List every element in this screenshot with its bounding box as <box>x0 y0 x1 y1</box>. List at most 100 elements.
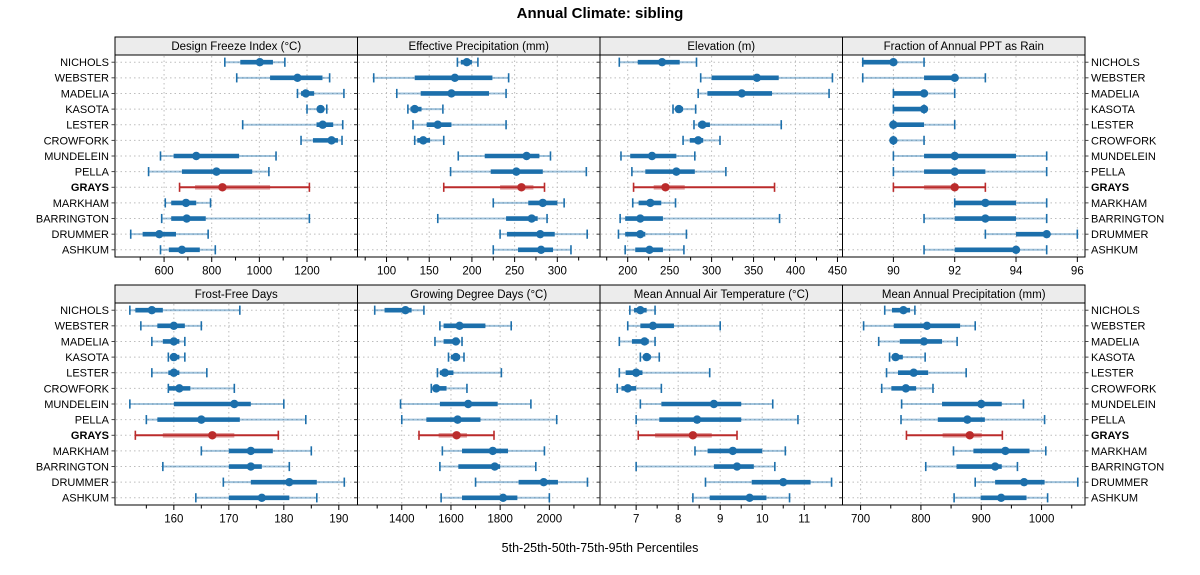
median-dot <box>230 399 239 409</box>
x-axis-fraction-of-annual-ppt-as-rain: 90 92 94 96 <box>887 257 1084 278</box>
x-tick-label: 200 <box>462 266 481 278</box>
percentile-row-kasota <box>447 352 465 362</box>
site-labels-band-0: NICHOLS NICHOLS WEBSTER WEBSTER MADELIA MADEL… <box>36 57 1164 257</box>
strip-title: Design Freeze Index (°C) <box>171 41 301 53</box>
x-tick-label: 150 <box>420 266 439 278</box>
site-label-left-webster: WEBSTER <box>55 73 109 85</box>
site-label-left-kasota: KASOTA <box>65 104 109 116</box>
median-dot <box>889 58 898 67</box>
percentile-row-drummer <box>474 477 589 487</box>
median-dot <box>169 337 179 346</box>
percentile-row-nichols <box>618 57 698 67</box>
site-label-left-barrington: BARRINGTON <box>36 461 109 473</box>
x-tick-label: 900 <box>972 514 991 526</box>
median-dot <box>1011 245 1021 254</box>
median-dot <box>318 120 327 129</box>
median-dot <box>433 120 442 129</box>
median-dot <box>657 58 667 67</box>
median-dot <box>182 214 191 223</box>
percentile-row-mundelein <box>639 399 774 409</box>
percentile-row-markham <box>953 198 1048 208</box>
median-dot <box>965 431 974 440</box>
x-tick-label: 400 <box>786 266 805 278</box>
percentile-row-lester <box>885 368 967 378</box>
median-dot <box>451 352 461 362</box>
percentile-row-markham <box>200 446 313 456</box>
median-dot <box>169 352 179 362</box>
percentile-row-markham <box>164 198 212 208</box>
x-tick-label: 250 <box>660 266 679 278</box>
site-label-right-lester: LESTER <box>1091 368 1134 380</box>
panel-design-freeze-index-c: 600 800 1000 1200 Design Freeze Index (°C) <box>111 36 361 278</box>
percentile-row-ashkum <box>492 245 572 255</box>
median-dot <box>452 431 461 440</box>
percentile-row-madelia <box>618 336 656 347</box>
percentile-row-kasota <box>672 104 697 114</box>
percentile-row-pella <box>400 415 558 425</box>
median-dot <box>522 151 531 161</box>
row-ticks <box>839 61 1089 251</box>
median-dot <box>642 352 651 362</box>
percentile-row-crowfork <box>430 383 468 393</box>
median-dot <box>728 446 738 456</box>
percentile-row-nichols <box>883 305 916 315</box>
percentile-row-grays <box>442 182 546 192</box>
site-label-right-webster: WEBSTER <box>1091 321 1145 333</box>
median-dot <box>901 384 911 393</box>
median-dot <box>950 183 959 192</box>
chart-title: Annual Climate: sibling <box>516 5 684 22</box>
site-label-right-kasota: KASOTA <box>1091 104 1135 116</box>
percentile-row-barrington <box>160 213 311 224</box>
percentile-row-lester <box>618 368 711 378</box>
median-dot <box>631 368 641 377</box>
site-label-left-markham: MARKHAM <box>53 446 109 458</box>
median-dot <box>752 73 762 83</box>
x-tick-label: 450 <box>828 266 847 278</box>
panel-effective-precipitation-mm: 100 150 200 250 300 Effective Precipitation (… <box>354 36 604 278</box>
percentile-row-crowfork <box>880 383 934 393</box>
median-dot <box>488 446 497 456</box>
median-dot <box>498 493 508 502</box>
site-label-right-grays: GRAYS <box>1091 182 1129 194</box>
percentile-row-madelia <box>296 88 345 99</box>
percentile-row-lester <box>693 120 783 130</box>
percentile-row-ashkum <box>923 245 1048 255</box>
site-label-right-mundelein: MUNDELEIN <box>1091 151 1156 163</box>
percentile-row-webster <box>862 321 977 331</box>
median-dot <box>648 321 658 331</box>
x-tick-label: 170 <box>219 514 238 526</box>
median-dot <box>208 431 217 440</box>
x-tick-label: 7 <box>633 514 639 526</box>
median-dot <box>636 306 645 315</box>
percentile-row-lester <box>436 368 503 378</box>
median-dot <box>536 245 546 254</box>
percentile-row-mundelein <box>399 399 532 409</box>
site-label-right-kasota: KASOTA <box>1091 352 1135 364</box>
percentile-row-nichols <box>629 305 656 315</box>
median-dot <box>1019 477 1029 487</box>
percentile-row-crowfork <box>413 135 445 145</box>
percentile-row-webster <box>439 321 513 331</box>
site-label-left-madelia: MADELIA <box>61 336 110 348</box>
median-dot <box>950 167 959 176</box>
site-label-right-pella: PELLA <box>1091 415 1126 427</box>
median-dot <box>539 477 548 487</box>
site-label-left-drummer: DRUMMER <box>52 477 109 489</box>
percentile-row-barrington <box>436 213 548 224</box>
site-label-right-webster: WEBSTER <box>1091 73 1145 85</box>
median-dot <box>950 73 959 83</box>
median-dot <box>889 120 898 129</box>
site-label-left-crowfork: CROWFORK <box>44 135 110 147</box>
site-label-left-drummer: DRUMMER <box>52 229 109 241</box>
site-label-left-markham: MARKHAM <box>53 198 109 210</box>
x-axis-mean-annual-air-temperature-c: 7 8 9 10 11 <box>614 505 826 526</box>
percentile-row-madelia <box>395 88 507 99</box>
percentile-row-madelia <box>434 336 463 347</box>
median-dot <box>646 198 655 208</box>
median-dot <box>490 462 499 471</box>
site-label-left-nichols: NICHOLS <box>60 305 109 317</box>
x-tick-label: 160 <box>164 514 183 526</box>
site-label-left-lester: LESTER <box>66 120 109 132</box>
percentile-row-webster <box>861 73 987 83</box>
